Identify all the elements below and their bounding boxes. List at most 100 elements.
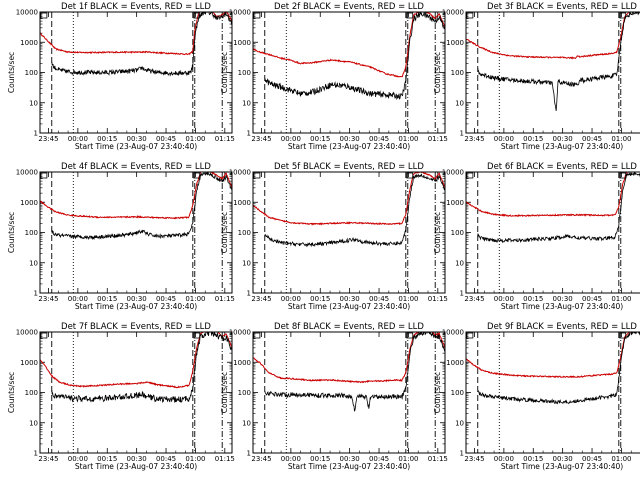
marker-square — [193, 332, 201, 339]
panel-title: Det 6f BLACK = Events, RED = LLD — [487, 162, 637, 172]
events-series-line — [51, 172, 232, 241]
x-tick-label: 01:00 — [611, 135, 631, 143]
detector-panel-8: Det 8f BLACK = Events, RED = LLD 1 10 100 10… — [220, 322, 448, 471]
x-tick-label: 01:00 — [185, 455, 205, 463]
x-tick-label: 23:45 — [251, 455, 271, 463]
y-tick-label: 1 — [247, 450, 251, 458]
x-axis-label: Start Time (23-Aug-07 23:40:40) — [288, 302, 410, 311]
x-tick-label: 00:30 — [553, 135, 573, 143]
x-tick-label: 00:15 — [523, 295, 543, 303]
panel-title: Det 2f BLACK = Events, RED = LLD — [274, 2, 424, 12]
x-tick-label: 00:15 — [523, 135, 543, 143]
x-tick-label: 00:15 — [310, 455, 330, 463]
detector-panel-4: Det 4f BLACK = Events, RED = LLD 1 10 100 10… — [7, 162, 235, 311]
marker-square — [466, 12, 474, 19]
x-tick-label: 23:45 — [38, 295, 58, 303]
x-tick-label: 00:45 — [369, 295, 389, 303]
y-tick-label: 100 — [25, 229, 38, 237]
y-tick-label: 100 — [238, 229, 251, 237]
panel-title: Det 1f BLACK = Events, RED = LLD — [61, 2, 211, 12]
y-tick-label: 1000 — [20, 199, 38, 207]
x-tick-label: 00:30 — [340, 135, 360, 143]
x-tick-label: 01:00 — [611, 455, 631, 463]
x-tick-label: 00:15 — [310, 295, 330, 303]
x-tick-label: 00:45 — [369, 135, 389, 143]
x-tick-label: 00:00 — [68, 295, 88, 303]
y-tick-label: 10000 — [229, 169, 251, 177]
x-tick-label: 00:15 — [523, 455, 543, 463]
detector-panel-7: Det 7f BLACK = Events, RED = LLD 1 10 100 10… — [7, 322, 235, 471]
events-series-line — [264, 12, 445, 101]
x-tick-label: 01:00 — [398, 455, 418, 463]
y-tick-label: 10000 — [442, 9, 464, 17]
events-series-line — [477, 172, 640, 244]
x-tick-label: 00:15 — [97, 295, 117, 303]
x-axis-label: Start Time (23-Aug-07 23:40:40) — [501, 302, 623, 311]
marker-square — [253, 172, 261, 179]
plot-frame — [39, 11, 233, 134]
y-axis-label: Counts/sec — [7, 212, 16, 253]
x-tick-label: 23:45 — [464, 455, 484, 463]
x-tick-label: 00:00 — [281, 135, 301, 143]
y-tick-label: 10000 — [16, 9, 38, 17]
x-tick-label: 23:45 — [464, 135, 484, 143]
lld-series-line — [466, 12, 631, 60]
plot-frame — [465, 11, 640, 134]
x-tick-label: 00:00 — [68, 135, 88, 143]
x-tick-label: 00:15 — [310, 135, 330, 143]
panel-title: Det 3f BLACK = Events, RED = LLD — [487, 2, 637, 12]
x-tick-label: 00:45 — [156, 135, 176, 143]
y-tick-label: 10 — [29, 259, 38, 267]
y-tick-label: 10 — [29, 419, 38, 427]
plot-frame — [39, 171, 233, 294]
x-tick-label: 00:00 — [281, 455, 301, 463]
lld-series-line — [40, 12, 232, 56]
panel-title: Det 9f BLACK = Events, RED = LLD — [487, 322, 637, 332]
marker-square — [253, 332, 261, 339]
x-tick-label: 00:00 — [494, 135, 514, 143]
lld-series-line — [40, 332, 232, 389]
detector-panel-6: Det 6f BLACK = Events, RED = LLD 1 10 100 10… — [433, 162, 640, 311]
detector-panel-1: Det 1f BLACK = Events, RED = LLD 1 10 100 10… — [7, 2, 235, 151]
x-tick-label: 00:00 — [494, 455, 514, 463]
x-tick-label: 23:45 — [251, 135, 271, 143]
y-axis-label: Counts/sec — [433, 372, 442, 413]
y-tick-label: 1 — [247, 130, 251, 138]
x-tick-label: 00:30 — [553, 295, 573, 303]
marker-square — [406, 332, 414, 339]
x-tick-label: 00:45 — [369, 455, 389, 463]
events-series-line — [51, 12, 232, 77]
y-tick-label: 10 — [242, 419, 251, 427]
plot-frame — [252, 171, 446, 294]
y-tick-label: 100 — [25, 389, 38, 397]
lld-series-line — [40, 172, 232, 220]
y-tick-label: 1 — [460, 290, 464, 298]
x-axis-label: Start Time (23-Aug-07 23:40:40) — [501, 142, 623, 151]
panel-title: Det 8f BLACK = Events, RED = LLD — [274, 322, 424, 332]
marker-square — [406, 12, 414, 19]
y-tick-label: 1 — [34, 450, 38, 458]
detector-panel-5: Det 5f BLACK = Events, RED = LLD 1 10 100 10… — [220, 162, 448, 311]
x-tick-label: 00:30 — [127, 295, 147, 303]
y-tick-label: 1000 — [446, 359, 464, 367]
y-tick-label: 1000 — [20, 359, 38, 367]
y-tick-label: 1000 — [233, 199, 251, 207]
y-tick-label: 1000 — [446, 39, 464, 47]
marker-square — [193, 12, 201, 19]
marker-square — [40, 172, 48, 179]
x-tick-label: 00:15 — [97, 455, 117, 463]
x-tick-label: 00:45 — [582, 135, 602, 143]
panel-title: Det 7f BLACK = Events, RED = LLD — [61, 322, 211, 332]
x-tick-label: 01:15 — [215, 295, 235, 303]
y-axis-label: Counts/sec — [433, 52, 442, 93]
y-tick-label: 10 — [455, 99, 464, 107]
y-tick-label: 10000 — [442, 169, 464, 177]
y-tick-label: 1 — [34, 290, 38, 298]
x-tick-label: 00:45 — [156, 455, 176, 463]
y-tick-label: 1 — [34, 130, 38, 138]
x-tick-label: 00:30 — [340, 455, 360, 463]
events-series-line — [51, 332, 232, 404]
events-series-line — [264, 332, 445, 412]
y-tick-label: 10000 — [229, 329, 251, 337]
y-tick-label: 10000 — [442, 329, 464, 337]
